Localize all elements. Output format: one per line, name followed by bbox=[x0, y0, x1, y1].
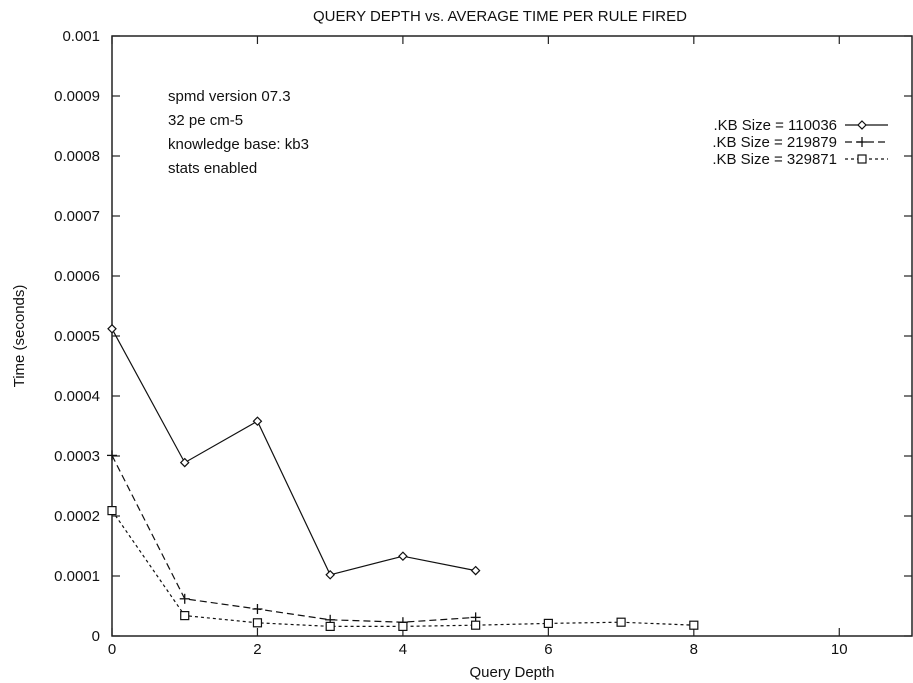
y-tick-label: 0.0007 bbox=[54, 208, 100, 225]
series-3 bbox=[107, 506, 699, 632]
data-point bbox=[398, 551, 408, 562]
data-point bbox=[325, 621, 335, 632]
y-tick-label: 0.001 bbox=[62, 28, 100, 45]
legend-marker bbox=[857, 154, 867, 164]
data-point bbox=[471, 620, 481, 630]
chart-title: QUERY DEPTH vs. AVERAGE TIME PER RULE FI… bbox=[313, 8, 687, 25]
data-point bbox=[325, 569, 336, 580]
y-tick-label: 0.0002 bbox=[54, 508, 100, 525]
y-tick-label: 0 bbox=[92, 628, 100, 645]
data-point bbox=[543, 618, 553, 629]
data-point bbox=[252, 618, 263, 628]
y-tick-label: 0.0008 bbox=[54, 148, 100, 165]
annotation-block: spmd version 07.3 32 pe cm-5 knowledge b… bbox=[168, 88, 309, 177]
data-point bbox=[252, 604, 263, 614]
series-line bbox=[111, 455, 476, 623]
annotation-line: spmd version 07.3 bbox=[168, 88, 291, 105]
x-tick-label: 0 bbox=[108, 641, 116, 658]
x-tick-label: 8 bbox=[690, 641, 698, 658]
legend-marker bbox=[857, 120, 867, 130]
series-1 bbox=[107, 323, 481, 580]
data-point bbox=[179, 593, 190, 604]
x-tick-label: 2 bbox=[253, 641, 261, 658]
data-point bbox=[179, 457, 190, 468]
series-2 bbox=[107, 450, 481, 628]
legend-marker bbox=[857, 137, 867, 147]
series-layer bbox=[107, 323, 699, 632]
x-axis-label: Query Depth bbox=[469, 664, 554, 681]
y-tick-label: 0.0003 bbox=[54, 448, 100, 465]
data-point bbox=[689, 620, 699, 630]
y-tick-label: 0.0009 bbox=[54, 88, 100, 105]
x-tick-label: 10 bbox=[831, 641, 848, 658]
series-line bbox=[111, 328, 476, 576]
data-point bbox=[616, 617, 626, 627]
legend-label: .KB Size = 110036 bbox=[713, 117, 837, 134]
legend-label: .KB Size = 219879 bbox=[712, 134, 837, 151]
y-axis-label: Time (seconds) bbox=[11, 285, 28, 388]
series-line bbox=[111, 510, 694, 628]
y-tick-label: 0.0004 bbox=[54, 388, 100, 405]
data-point bbox=[252, 416, 263, 427]
annotation-line: stats enabled bbox=[168, 160, 257, 177]
y-tick-label: 0.0001 bbox=[54, 568, 100, 585]
data-point bbox=[107, 450, 117, 461]
annotation-line: 32 pe cm-5 bbox=[168, 112, 243, 129]
y-tick-label: 0.0006 bbox=[54, 268, 100, 285]
legend: .KB Size = 110036 .KB Size = 219879 .KB … bbox=[712, 117, 888, 168]
data-point bbox=[398, 621, 408, 632]
axis-ticks: 0 0.0001 0.0002 0.0003 0.0004 0.0005 0.0006 0.0… bbox=[54, 28, 912, 658]
data-point bbox=[180, 610, 190, 621]
y-tick-label: 0.0005 bbox=[54, 328, 100, 345]
annotation-line: knowledge base: kb3 bbox=[168, 136, 309, 153]
data-point bbox=[470, 565, 481, 576]
x-tick-label: 4 bbox=[399, 641, 407, 658]
legend-label: .KB Size = 329871 bbox=[712, 151, 837, 168]
data-point bbox=[107, 323, 117, 334]
x-tick-label: 6 bbox=[544, 641, 552, 658]
data-point bbox=[107, 506, 117, 516]
legend-samples bbox=[845, 120, 888, 164]
